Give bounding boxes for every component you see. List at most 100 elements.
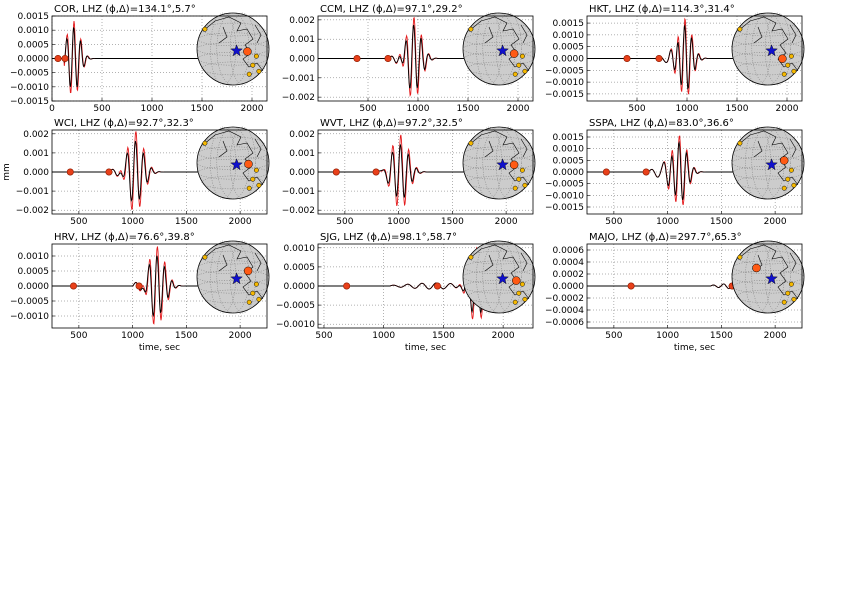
y-tick-label: 0.000	[23, 168, 49, 178]
station-marker	[516, 290, 522, 296]
globe-graticule	[736, 250, 800, 265]
station-marker	[256, 182, 262, 188]
event-star-icon	[765, 44, 778, 57]
event-star-icon	[765, 158, 778, 171]
y-tick-label: −0.002	[282, 93, 315, 103]
phase-pick-marker	[655, 54, 663, 62]
globe-graticule	[230, 240, 256, 314]
station-marker	[250, 176, 256, 182]
globe-graticule	[196, 156, 270, 170]
station-marker	[253, 281, 259, 287]
globe-graticule	[196, 42, 270, 56]
station-marker	[516, 176, 522, 182]
station-marker	[202, 254, 208, 260]
station-marker	[250, 62, 256, 68]
station-marker	[202, 140, 208, 146]
y-tick-label: 0.0000	[553, 55, 585, 65]
globe-inset	[731, 12, 805, 86]
globe-graticule	[201, 61, 265, 76]
x-tick-label: 500	[359, 104, 376, 114]
station-marker	[512, 185, 518, 191]
x-tick-label: 1500	[710, 217, 733, 227]
y-tick-label: −0.0015	[545, 90, 584, 100]
y-tick-label: −0.0010	[10, 312, 49, 322]
x-tick-label: 1000	[387, 217, 410, 227]
coastline	[468, 130, 530, 186]
globe-graticule	[732, 260, 804, 274]
y-tick-label: 0.0002	[553, 270, 585, 280]
x-tick-label: 500	[70, 331, 87, 341]
globe-graticule	[197, 52, 269, 66]
event-star-icon	[230, 44, 243, 57]
panel-title: CCM, LHZ (ϕ,Δ)=97.1°,29.2°	[320, 4, 463, 15]
globe-graticule	[732, 32, 804, 46]
x-tick-label: 1000	[656, 331, 679, 341]
globe-graticule	[496, 240, 522, 314]
x-tick-label: 2000	[776, 104, 799, 114]
x-tick-label: 2000	[229, 217, 252, 227]
globe-graticule	[765, 240, 791, 314]
panel-majo: 500 1000 1500 2000 −0.0006 −0.0004 −0.0002 0.00…	[545, 232, 805, 353]
x-tick-label: 500	[93, 104, 110, 114]
y-tick-label: −0.0015	[545, 203, 584, 213]
panel-title: WVT, LHZ (ϕ,Δ)=97.2°,32.5°	[320, 118, 463, 129]
coastline	[468, 16, 530, 72]
phase-pick-marker	[627, 282, 635, 290]
station-marker	[468, 254, 474, 260]
station-marker	[468, 26, 474, 32]
globe-inset	[196, 126, 270, 200]
x-tick-label: 500	[315, 331, 332, 341]
x-tick-label: 500	[605, 331, 622, 341]
station-marker	[737, 140, 743, 146]
plot-frame	[317, 129, 534, 215]
panel-hrv: 500 1000 1500 2000 −0.0010 −0.0005 0.0000 0.000…	[10, 232, 270, 353]
globe-graticule	[732, 166, 804, 180]
phase-pick-marker	[372, 168, 380, 176]
x-tick-label: 1000	[372, 331, 395, 341]
current-station-marker	[752, 263, 761, 273]
y-tick-label: 0.0000	[284, 282, 316, 292]
globe-graticule	[462, 156, 536, 170]
station-marker	[246, 299, 252, 305]
globe-inset	[731, 126, 805, 200]
y-tick-label: 0.0005	[553, 43, 585, 53]
station-marker	[256, 68, 262, 74]
globe-graticule	[496, 12, 522, 86]
coastline	[737, 130, 799, 186]
x-tick-label: 1500	[191, 104, 214, 114]
globe-graticule	[732, 146, 804, 160]
x-tick-label: 1500	[726, 104, 749, 114]
panel-title: HKT, LHZ (ϕ,Δ)=114.3°,31.4°	[589, 4, 735, 15]
globe-graticule	[736, 175, 800, 190]
station-marker	[519, 167, 525, 173]
phase-pick-marker	[353, 54, 361, 62]
plot-frame	[586, 243, 803, 329]
y-tick-label: 0.002	[289, 130, 315, 140]
globe-graticule	[736, 61, 800, 76]
phase-pick-marker	[642, 168, 650, 176]
x-tick-label: 500	[70, 217, 87, 227]
panel-cor: 0 500 1000 1500 2000 −0.0015 −0.0010 −0.0005 0.0…	[10, 4, 270, 114]
y-tick-label: 0.0005	[284, 263, 316, 273]
x-tick-label: 2000	[229, 331, 252, 341]
y-tick-label: −0.0005	[10, 69, 49, 79]
current-station-marker	[243, 47, 252, 56]
x-axis-label: time, sec	[405, 343, 446, 353]
globe-graticule	[201, 289, 265, 304]
y-tick-label: 0.001	[289, 35, 315, 45]
event-star-icon	[230, 272, 243, 285]
y-tick-label: 0.0000	[18, 55, 50, 65]
phase-pick-marker	[623, 54, 631, 62]
station-marker	[791, 182, 797, 188]
station-marker	[788, 167, 794, 173]
panel-title: SSPA, LHZ (ϕ,Δ)=83.0°,36.6°	[589, 118, 734, 129]
station-marker	[512, 71, 518, 77]
y-tick-label: −0.0010	[276, 320, 315, 330]
event-star-icon	[765, 272, 778, 285]
current-station-marker	[509, 49, 519, 58]
y-tick-label: 0.001	[23, 149, 49, 159]
panel-title: SJG, LHZ (ϕ,Δ)=98.1°,58.7°	[320, 232, 457, 243]
x-tick-label: 1500	[175, 331, 198, 341]
globe-graticule	[463, 146, 535, 160]
y-tick-label: 0.0010	[18, 252, 50, 262]
